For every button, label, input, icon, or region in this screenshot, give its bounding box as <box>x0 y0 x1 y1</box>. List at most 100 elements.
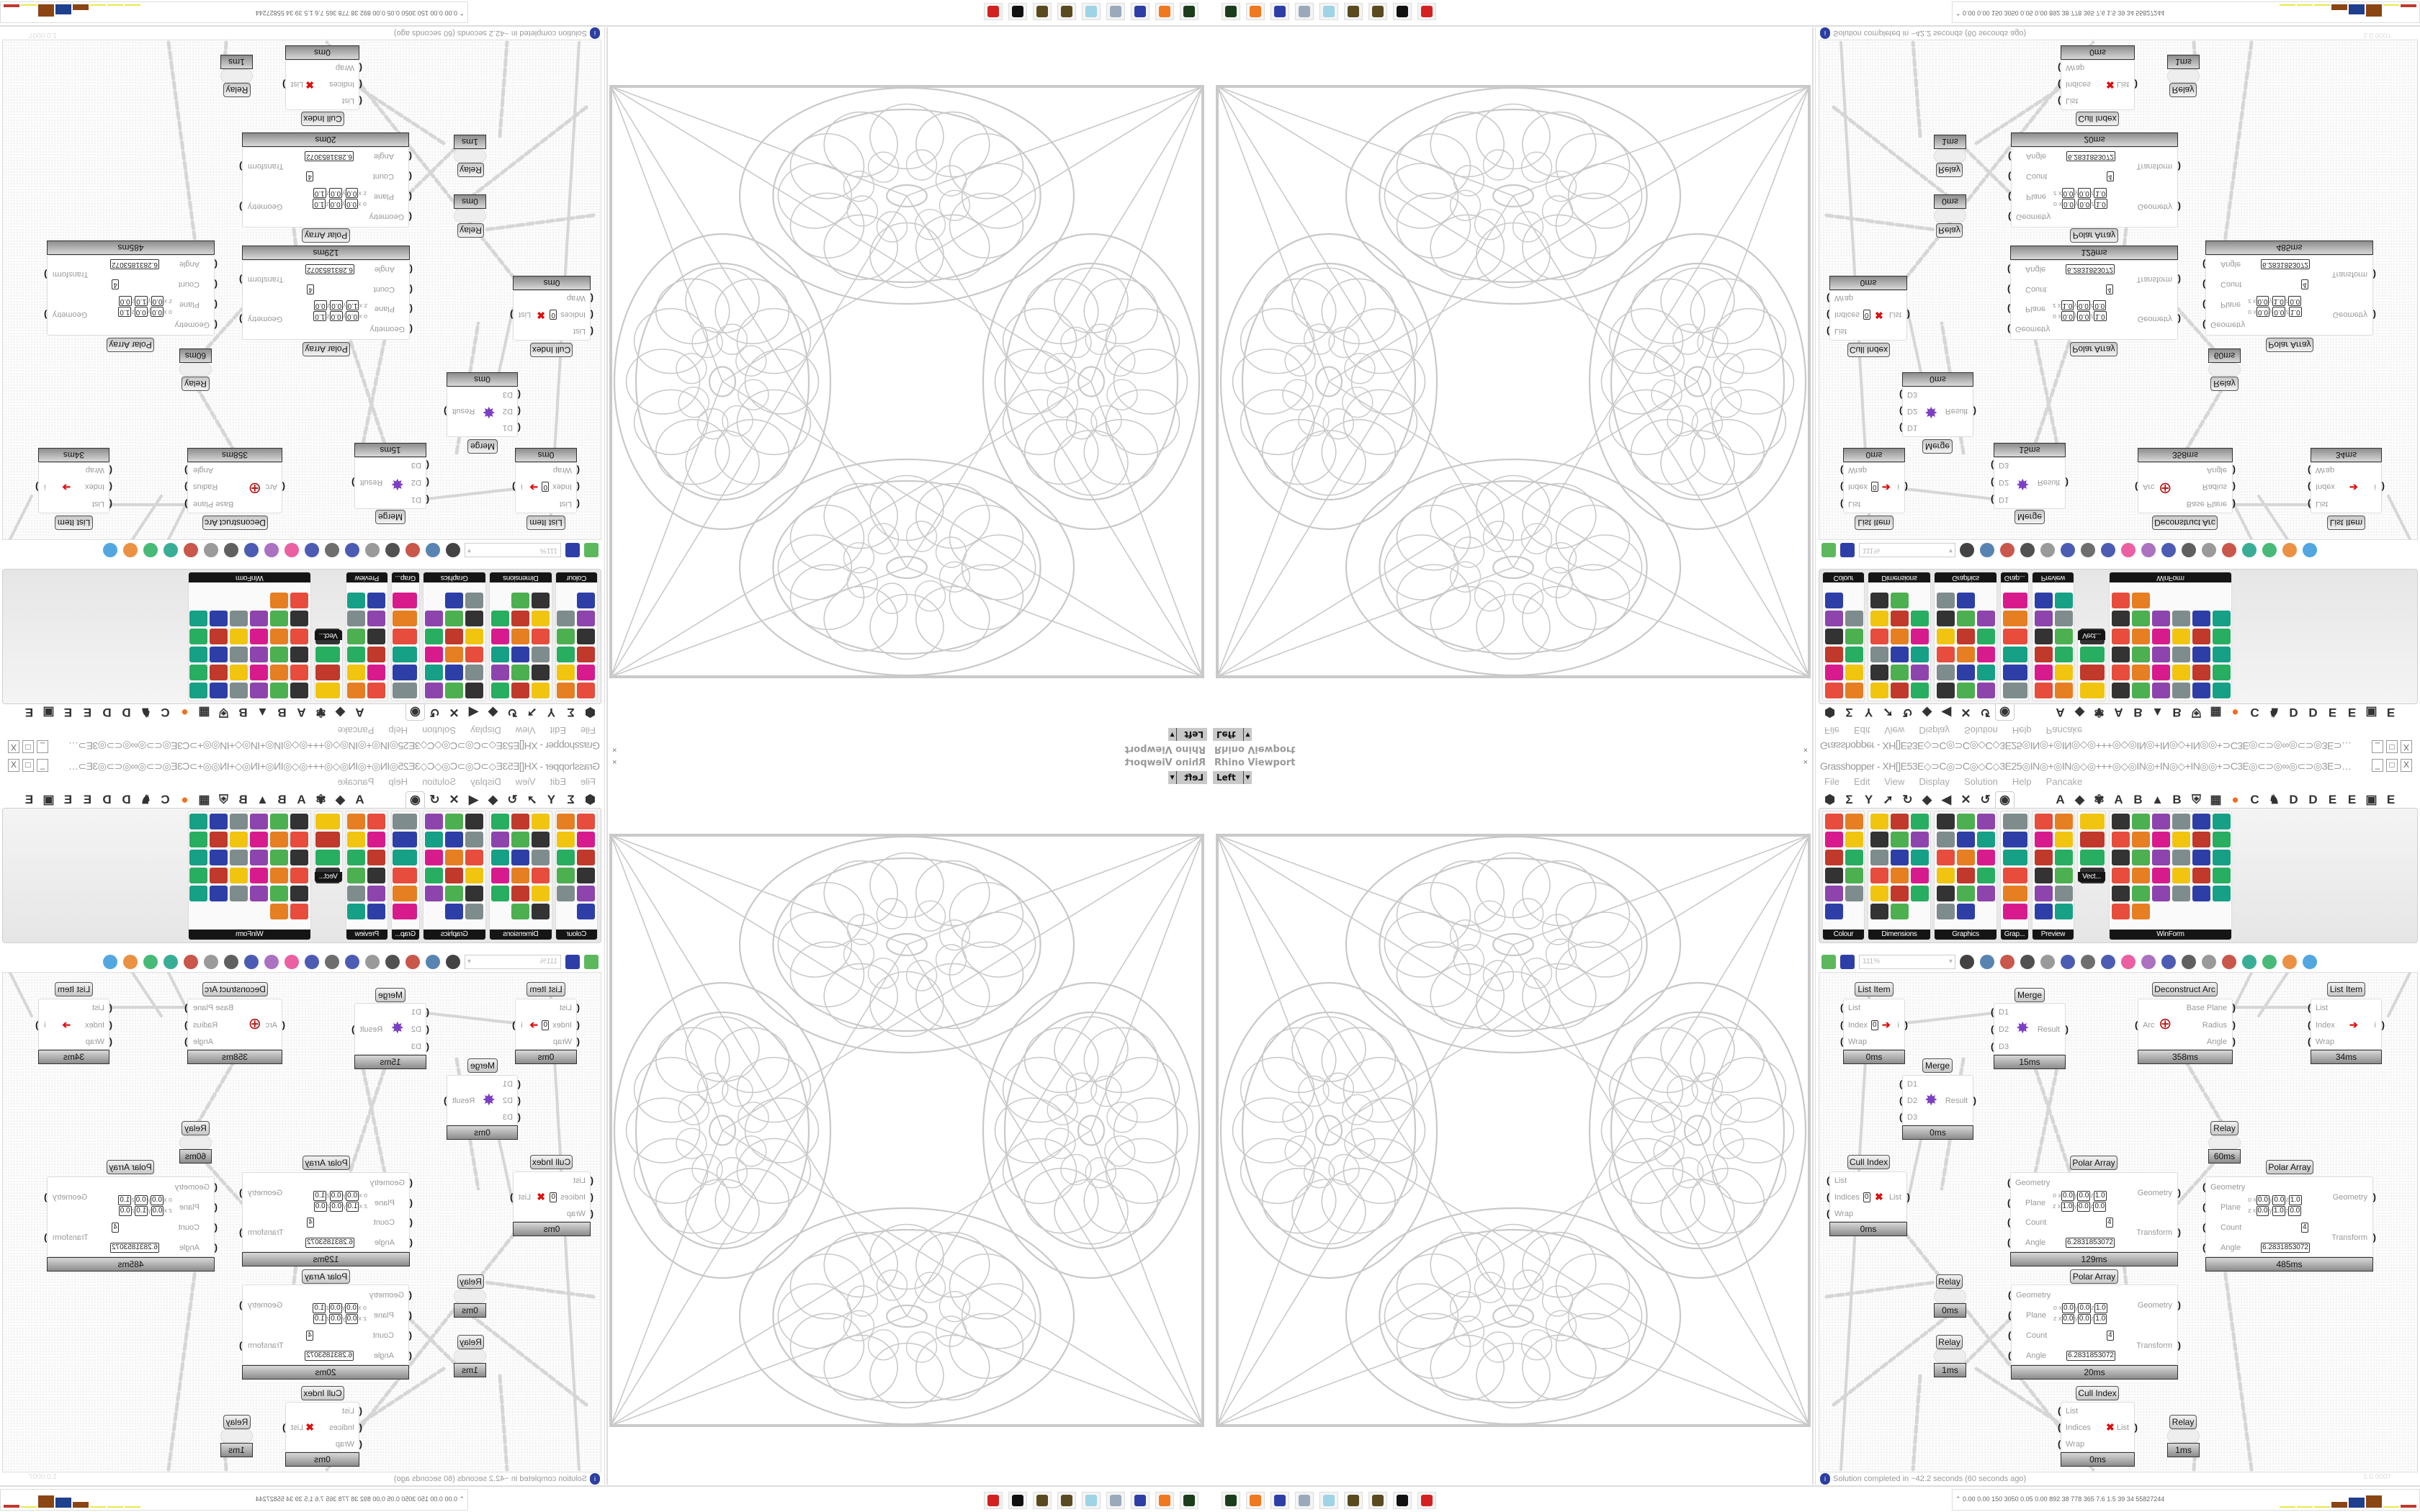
input-grip[interactable]: ( <box>2008 1290 2012 1300</box>
link-icon[interactable] <box>1957 629 1975 644</box>
menu-solution[interactable]: Solution <box>1963 725 1998 736</box>
sphere-red-icon[interactable] <box>1825 868 1843 883</box>
linear-dim-icon[interactable] <box>1891 814 1909 829</box>
material-sphere-icon[interactable] <box>367 832 385 847</box>
tab-icon-1[interactable]: Σ <box>1845 706 1853 719</box>
tab-icon-22[interactable]: D <box>122 793 131 806</box>
colour-legend-icon[interactable] <box>393 665 417 680</box>
output-grip[interactable]: ) <box>1973 1095 1976 1106</box>
tab-icon-27[interactable]: E <box>2386 706 2396 719</box>
close-icon[interactable]: × <box>1803 758 1808 767</box>
text-a-icon[interactable] <box>290 683 308 698</box>
node-title[interactable]: Deconstruct Arc <box>2152 516 2218 530</box>
taskbar-rhino-egg[interactable] <box>1057 3 1076 20</box>
node-title[interactable]: Cull Index <box>301 1386 344 1400</box>
tab-icon-22[interactable]: D <box>2289 793 2298 806</box>
ordinate-dim-icon[interactable] <box>1891 850 1909 865</box>
t-circle-icon[interactable] <box>445 683 463 698</box>
landscape-icon[interactable] <box>2055 665 2073 680</box>
warning-dim-icon[interactable] <box>511 593 529 608</box>
input-grip[interactable]: ( <box>409 284 413 295</box>
panel-group-label[interactable]: WinForm <box>2110 930 2231 940</box>
node-title[interactable]: List Item <box>526 516 565 530</box>
ok-button-icon[interactable] <box>210 629 228 644</box>
input-grip[interactable]: ( <box>2202 279 2206 290</box>
range-icon[interactable] <box>250 665 268 680</box>
node-title[interactable]: Polar Array <box>2070 1156 2118 1170</box>
menu-edit[interactable]: Edit <box>1853 725 1870 736</box>
custom-preview-icon[interactable] <box>2035 683 2053 698</box>
taskbar-grasshopper-red[interactable] <box>984 1492 1003 1509</box>
input-grip[interactable]: ( <box>576 1036 580 1048</box>
input-grip[interactable]: ( <box>2308 499 2311 510</box>
node-title[interactable]: Polar Array <box>302 342 350 356</box>
gha-icon[interactable] <box>2061 543 2075 558</box>
output-grip[interactable]: ) <box>2177 1187 2181 1198</box>
zaxis-y-value[interactable]: 1.0 <box>135 296 148 306</box>
arrows-red-icon[interactable] <box>315 850 340 865</box>
index-value[interactable]: 0 <box>1871 482 1878 492</box>
clipper-icon[interactable] <box>2020 543 2035 558</box>
save-icon[interactable] <box>565 543 580 558</box>
at-sign-icon[interactable] <box>365 543 380 558</box>
zaxis-y-value[interactable]: 1.0 <box>2272 1206 2285 1216</box>
box-dim-icon[interactable] <box>1911 832 1929 847</box>
origin-z-value[interactable]: 1.0 <box>118 307 132 317</box>
origin-y-value[interactable]: 0.0 <box>328 1303 342 1313</box>
input-grip[interactable]: ( <box>2058 1422 2061 1433</box>
input-grip[interactable]: ( <box>426 1024 429 1035</box>
document-icon[interactable] <box>325 954 339 969</box>
package-icon[interactable] <box>284 543 299 558</box>
tab-icon-24[interactable]: E <box>83 793 92 806</box>
gradient-rect-icon[interactable] <box>577 904 595 919</box>
zaxis-z-value[interactable]: 1.0 <box>313 1314 326 1324</box>
rhino-viewport[interactable]: Rhino Viewport Left ▼ × <box>606 27 1210 756</box>
count-value[interactable]: 4 <box>2107 1331 2114 1341</box>
output-grip[interactable]: ) <box>2065 1024 2069 1035</box>
input-grip[interactable]: ( <box>408 1290 412 1300</box>
calendar-icon[interactable] <box>230 886 248 901</box>
tab-icon-19[interactable]: ● <box>181 793 189 806</box>
line-graph-icon[interactable] <box>393 629 417 644</box>
input-grip[interactable]: ( <box>1827 1174 1830 1186</box>
input-grip[interactable]: ( <box>408 1330 412 1341</box>
input-grip[interactable]: ( <box>2202 320 2206 330</box>
gradient-circle-icon[interactable] <box>465 886 483 901</box>
output-grip[interactable]: ) <box>184 1036 188 1048</box>
tree-image-icon[interactable] <box>2055 593 2073 608</box>
tab-icon-24[interactable]: E <box>2328 793 2337 806</box>
tab-icon-21[interactable]: ♞ <box>140 793 152 806</box>
tab-icon-16[interactable]: B <box>238 706 248 719</box>
gha-icon[interactable] <box>345 954 359 969</box>
path-icon[interactable] <box>2080 832 2105 847</box>
node-title[interactable]: Relay <box>1936 223 1963 238</box>
panel-group-label[interactable]: Colour <box>1823 572 1864 582</box>
input-grip[interactable]: ( <box>2202 1242 2206 1253</box>
panel-group-label[interactable]: Graphics <box>424 572 485 582</box>
panel-group-label[interactable]: Graphics <box>1935 930 1996 940</box>
taskbar-save-64[interactable] <box>1270 3 1289 20</box>
menu-pancake[interactable]: Pancake <box>337 776 375 787</box>
sketch-icon[interactable] <box>405 954 420 969</box>
numeric-2-icon[interactable] <box>189 629 207 644</box>
image-stack-icon[interactable] <box>393 886 417 901</box>
dotted-circle-icon[interactable] <box>445 886 463 901</box>
close-button[interactable]: X <box>8 740 19 753</box>
save-icon[interactable] <box>1840 543 1855 558</box>
path-icon[interactable] <box>315 832 340 847</box>
output-grip[interactable]: ) <box>239 314 243 325</box>
gradient-icon[interactable] <box>1845 683 1863 698</box>
panel-group-label[interactable]: Vect... <box>2078 630 2105 640</box>
taskbar-rhino[interactable] <box>1393 3 1412 20</box>
tab-icon-2[interactable]: Y <box>1864 706 1873 719</box>
tag-icon[interactable] <box>532 832 550 847</box>
output-grip[interactable]: ) <box>239 1187 243 1198</box>
output-grip[interactable]: ) <box>1973 406 1976 417</box>
input-grip[interactable]: ( <box>2202 1222 2206 1233</box>
output-grip[interactable]: ) <box>239 274 243 285</box>
output-grip[interactable]: ) <box>510 1192 514 1202</box>
triangle-dim-icon[interactable] <box>511 629 529 644</box>
node-title[interactable]: List Item <box>1855 516 1894 530</box>
menu-help[interactable]: Help <box>388 776 408 787</box>
